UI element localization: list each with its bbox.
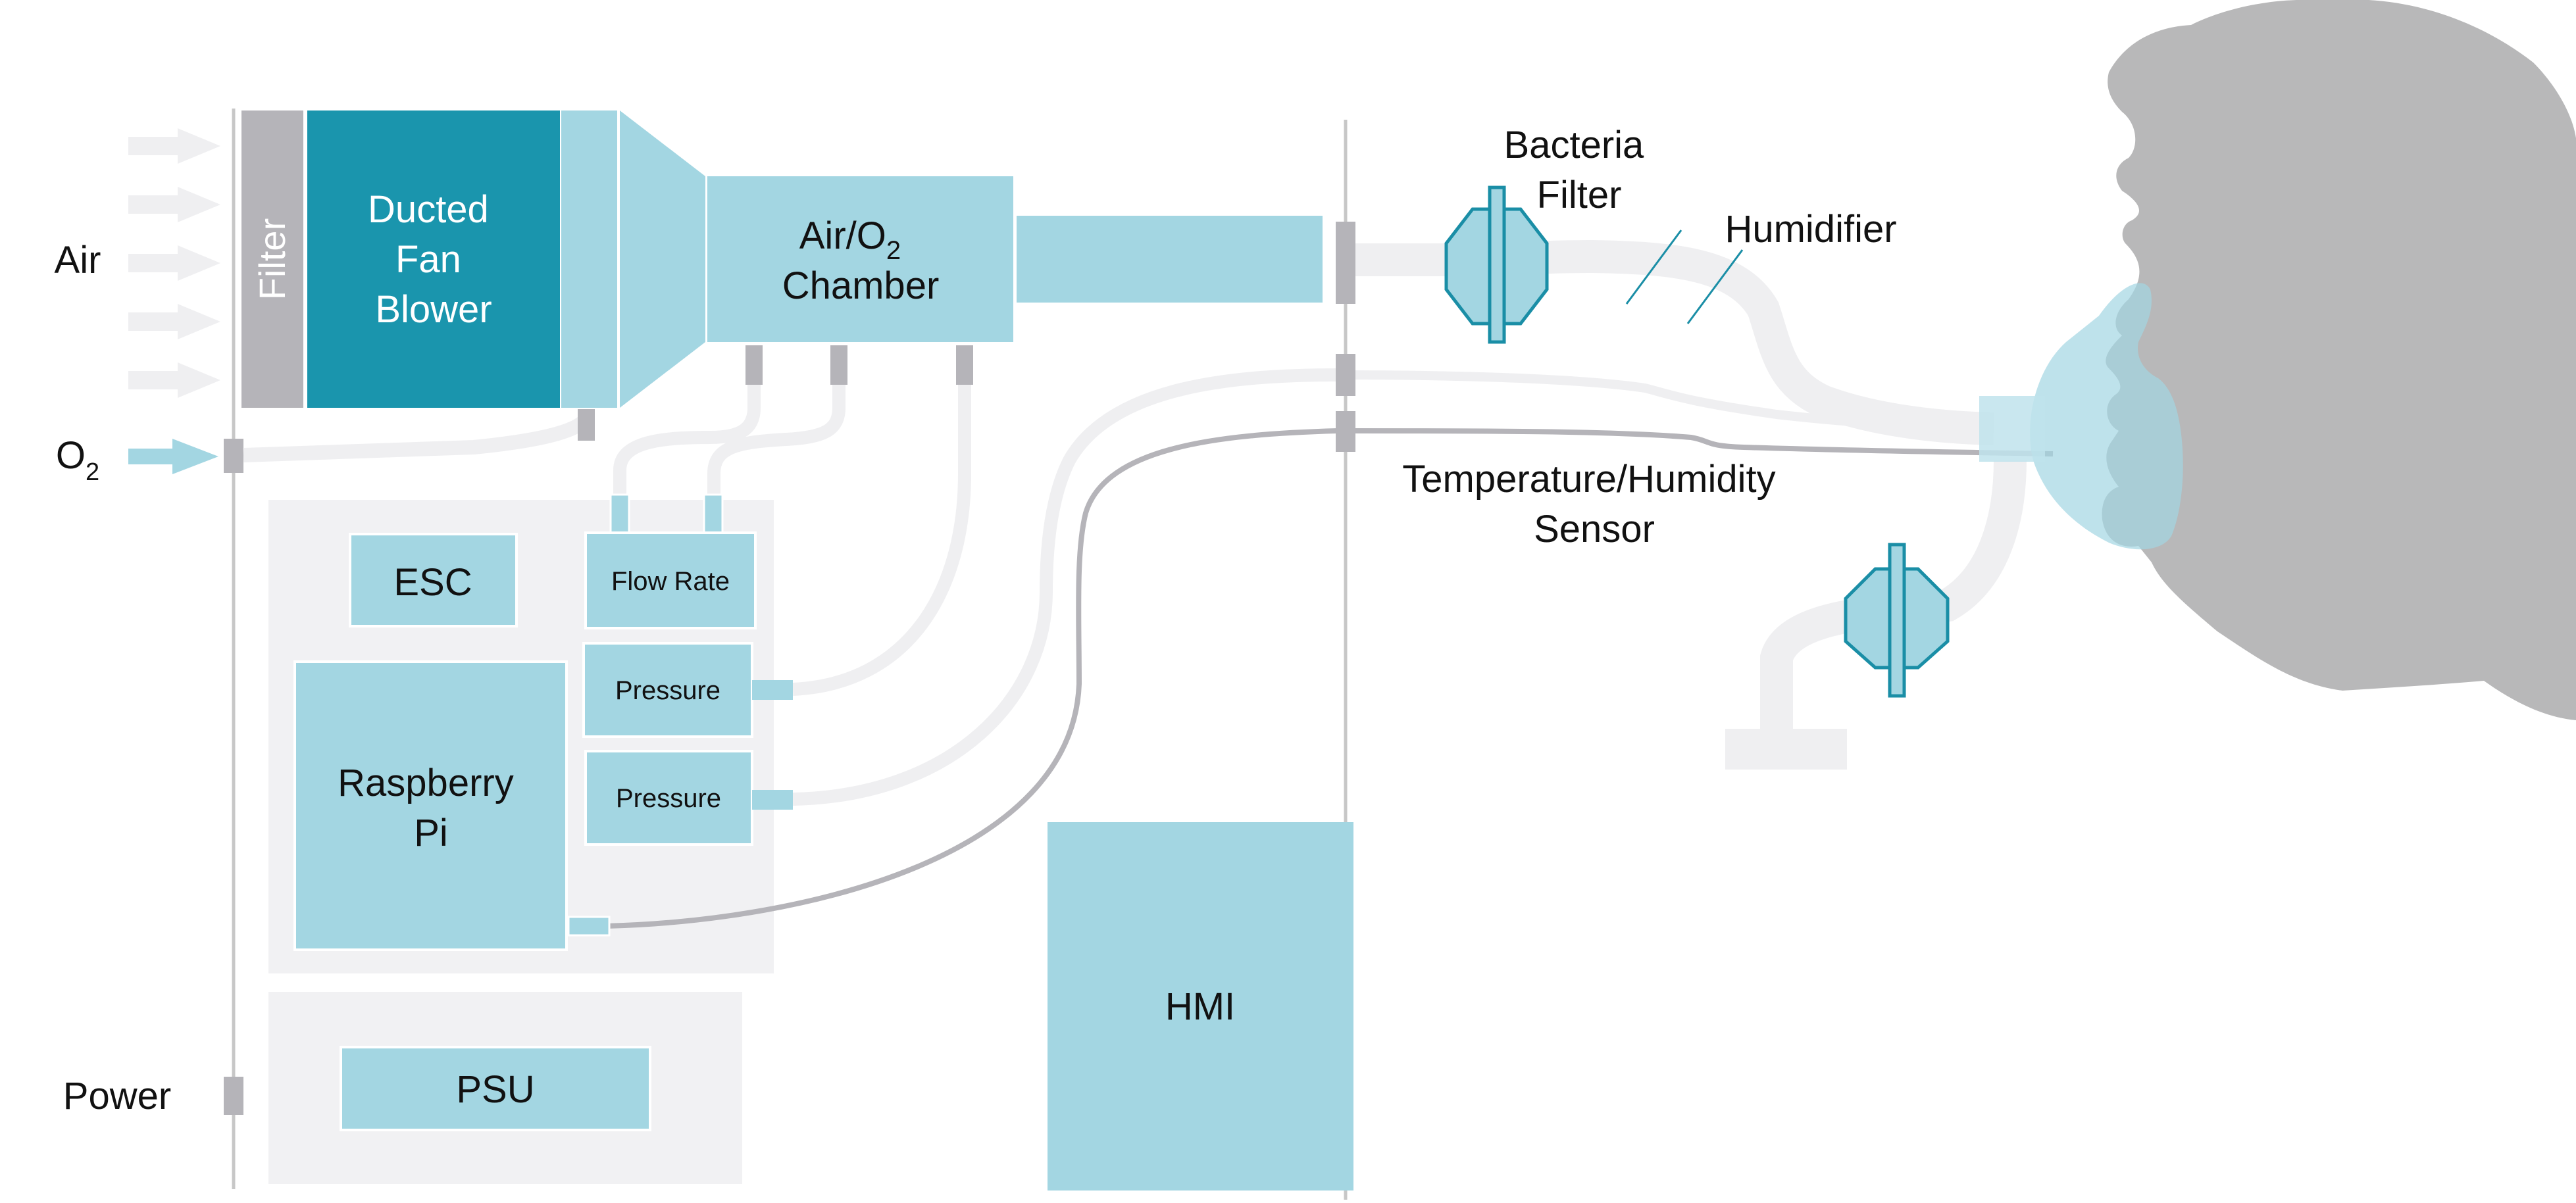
ducted-fan-blower — [307, 110, 560, 408]
flow-rate-label: Flow Rate — [611, 567, 730, 596]
pressure-line-to-mask — [1345, 370, 1994, 433]
pressure-2-port — [752, 790, 793, 810]
pressure-sensor-2 — [584, 750, 753, 846]
pressure-tube-patient — [792, 368, 1340, 806]
esc-label: ESC — [393, 561, 472, 604]
raspberry-pi-box — [293, 660, 568, 951]
flow-rate-port-1 — [609, 493, 630, 534]
o2-inlet-arrow — [128, 439, 218, 474]
face-mask — [2030, 283, 2183, 550]
power-label: Power — [63, 1075, 171, 1117]
raspberry-pi-label: Raspberry Pi — [338, 762, 524, 854]
diffuser — [620, 110, 705, 408]
blower-o2-port — [578, 409, 595, 441]
wall-port-inspiratory — [1336, 222, 1355, 304]
psu-box — [340, 1046, 651, 1131]
pressure-1-label: Pressure — [615, 676, 720, 705]
intake-filter — [241, 110, 303, 408]
flow-rate-port-2 — [703, 493, 724, 534]
power-connector — [224, 1077, 243, 1115]
humidifier-pointer-2 — [1686, 249, 1744, 324]
bacteria-filter-label: Bacteria Filter — [1504, 124, 1655, 216]
temp-humidity-sensor-label: Temperature/Humidity Sensor — [1402, 458, 1786, 551]
air-label: Air — [55, 239, 101, 282]
flow-tube-1 — [613, 385, 761, 500]
chamber-port-2 — [830, 345, 847, 385]
filter-label: Filter — [251, 218, 293, 300]
o2-label: O2 — [56, 434, 99, 486]
humidifier-pointer-1 — [1625, 230, 1682, 305]
sensor-cable — [605, 428, 1340, 929]
pressure-2-label: Pressure — [616, 784, 721, 813]
humidifier-label: Humidifier — [1725, 208, 1896, 251]
esc-box — [349, 533, 518, 627]
chamber-label: Air/O2 Chamber — [782, 214, 940, 307]
o2-connector — [224, 439, 243, 473]
pressure-tube-chamber — [792, 385, 971, 696]
chamber-port-3 — [956, 345, 973, 385]
hmi-label: HMI — [1165, 985, 1235, 1028]
patient-head — [2102, 0, 2576, 720]
chamber-outlet-pipe — [1017, 216, 1323, 303]
blower-label: Ducted Fan Blower — [368, 188, 499, 331]
chamber-port-1 — [745, 345, 763, 385]
sensor-line-to-mask — [1345, 428, 2054, 456]
flow-rate-sensor — [584, 531, 757, 629]
pressure-sensor-1 — [582, 642, 753, 738]
bacteria-filter-icon — [1444, 185, 1549, 344]
psu-label: PSU — [456, 1068, 534, 1111]
flow-tube-2 — [707, 385, 846, 500]
blower-outlet — [561, 110, 617, 408]
air-o2-chamber — [707, 176, 1013, 342]
air-inlet-arrows — [128, 128, 220, 398]
pressure-1-port — [752, 680, 793, 700]
exhaust-outlet — [1725, 729, 1847, 770]
wall-port-sensor — [1336, 411, 1355, 452]
o2-supply-line — [243, 414, 592, 462]
exhaust-filter-icon — [1844, 543, 1950, 698]
raspberry-pi-port — [567, 916, 611, 937]
mask-connector — [1979, 396, 2045, 462]
hmi-box — [1048, 822, 1353, 1191]
wall-port-pressure — [1336, 354, 1355, 396]
